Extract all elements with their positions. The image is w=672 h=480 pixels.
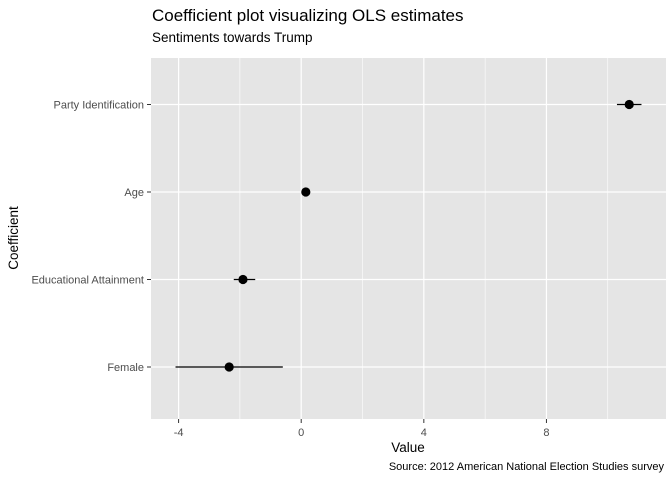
- x-axis-title: Value: [391, 440, 425, 455]
- chart-subtitle: Sentiments towards Trump: [152, 30, 313, 45]
- y-tick-label: Party Identification: [54, 100, 145, 112]
- plot-panel: [151, 58, 666, 419]
- chart-title: Coefficient plot visualizing OLS estimat…: [152, 6, 464, 25]
- x-tick-label: 4: [421, 427, 427, 439]
- x-axis: -4 0 4 8: [174, 419, 550, 439]
- estimate-point: [301, 187, 311, 197]
- y-axis-title: Coefficient: [6, 206, 21, 270]
- y-tick-label: Age: [124, 187, 144, 199]
- estimate-point: [624, 99, 634, 110]
- x-tick-label: -4: [174, 427, 184, 439]
- y-axis: Party Identification Age Educational Attai…: [31, 100, 151, 374]
- y-tick-label: Female: [107, 362, 144, 374]
- x-tick-label: 0: [298, 427, 304, 439]
- estimate-point: [224, 362, 234, 372]
- y-tick-label: Educational Attainment: [31, 275, 144, 287]
- estimate-points: [224, 99, 634, 372]
- estimate-point: [238, 274, 248, 285]
- chart-caption: Source: 2012 American National Election …: [389, 461, 665, 473]
- x-tick-label: 8: [543, 427, 549, 439]
